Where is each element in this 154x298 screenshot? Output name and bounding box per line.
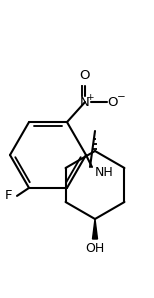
Polygon shape: [93, 219, 97, 239]
Text: +: +: [86, 93, 94, 102]
Text: F: F: [5, 190, 13, 202]
Text: NH: NH: [95, 167, 113, 179]
Text: OH: OH: [85, 241, 105, 254]
Text: −: −: [117, 92, 125, 102]
Text: O: O: [80, 69, 90, 82]
Text: O: O: [108, 96, 118, 108]
Text: N: N: [80, 96, 90, 108]
